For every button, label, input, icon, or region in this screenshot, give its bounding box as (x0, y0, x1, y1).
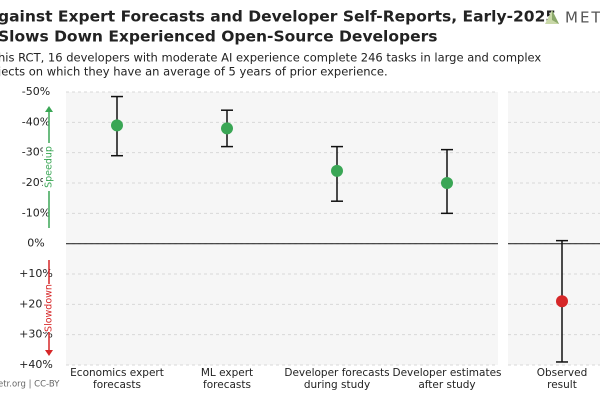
y-tick-label: -50% (22, 85, 50, 98)
chart-title: gainst Expert Forecasts and Developer Se… (0, 8, 556, 26)
x-tick-label: Developer forecasts (284, 367, 389, 379)
point (556, 295, 568, 308)
chart-subtitle: his RCT, 16 developers with moderate AI … (0, 51, 541, 65)
x-tick-label: Observed (537, 367, 588, 379)
annotation: Slowdown (44, 284, 55, 332)
y-tick-label: 0% (27, 237, 44, 250)
point (221, 122, 233, 135)
x-tick-label: during study (304, 379, 370, 391)
x-tick-label: result (547, 379, 577, 391)
x-tick-label: after study (418, 379, 475, 391)
plot-background (66, 92, 498, 365)
x-tick-label: ML expert (201, 367, 253, 379)
footer: etr.org | CC-BY (0, 380, 60, 390)
y-tick-label: +10% (19, 267, 53, 280)
y-tick-label: -10% (22, 206, 50, 219)
point (111, 119, 123, 132)
logo-icon (552, 10, 559, 24)
chart-title: Slows Down Experienced Open-Source Devel… (0, 28, 438, 46)
chart-subtitle: jects on which they have an average of 5… (0, 65, 388, 79)
annotation-bg (43, 143, 55, 191)
x-tick-label: Economics expert (70, 367, 164, 379)
y-tick-label: -40% (22, 115, 50, 128)
annotation-arrowhead (45, 350, 53, 356)
annotation-bg (43, 284, 55, 332)
x-tick-label: forecasts (203, 379, 251, 391)
annotation: Speedup (44, 146, 55, 188)
point (331, 164, 343, 177)
x-tick-label: Developer estimates (392, 367, 501, 379)
annotation-arrowhead (45, 106, 53, 112)
y-tick-label: +40% (19, 358, 53, 371)
plot-background (508, 92, 600, 365)
point (441, 177, 453, 189)
x-tick-label: forecasts (93, 379, 141, 391)
logo: MET (565, 9, 600, 27)
